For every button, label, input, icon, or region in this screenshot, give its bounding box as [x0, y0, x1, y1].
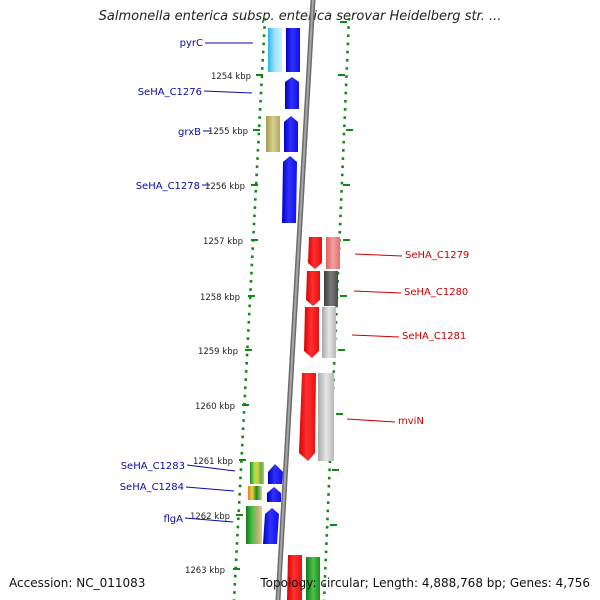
gene-arrow: [286, 28, 300, 72]
gene-label-SeHA_C1278: SeHA_C1278: [136, 181, 200, 192]
gene-label-SeHA_C1279: SeHA_C1279: [405, 250, 469, 261]
right-dotted-rail: [322, 17, 351, 600]
gene-arrow: [268, 464, 283, 484]
gene-arrow: [304, 307, 319, 358]
gene-arrow: [282, 156, 297, 223]
gene-arrow: [287, 555, 302, 600]
gene-label-flgA: flgA: [164, 514, 184, 525]
gene-block-multicolor: [250, 462, 264, 484]
gene-label-grxB: grxB: [178, 127, 201, 138]
gene-leader-lines: [184, 42, 403, 523]
kbp-label: 1255 kbp: [208, 127, 248, 137]
accession-label: Accession: NC_011083: [9, 576, 146, 590]
map-title: Salmonella enterica subsp. enterica sero…: [98, 9, 502, 24]
left-dotted-rail: [232, 17, 267, 600]
gene-block-grey: [322, 307, 336, 358]
reverse-strand-genes: [287, 237, 340, 600]
gene-block-cyan: [268, 28, 282, 72]
kbp-label: 1260 kbp: [195, 402, 235, 412]
gene-block-multicolor: [246, 506, 262, 544]
kbp-label: 1262 kbp: [190, 512, 230, 522]
gene-label-SeHA_C1283: SeHA_C1283: [121, 461, 185, 472]
gene-label-SeHA_C1276: SeHA_C1276: [138, 87, 202, 98]
gene-label-mviN: mviN: [398, 416, 424, 427]
kbp-label: 1263 kbp: [185, 566, 225, 576]
kbp-labels: 1254 kbp 1255 kbp 1256 kbp 1257 kbp 1258…: [185, 72, 251, 576]
gene-labels-forward: pyrC SeHA_C1276 grxB SeHA_C1278 SeHA_C12…: [120, 38, 203, 525]
gene-arrow: [299, 373, 316, 461]
gene-block-dark: [324, 271, 338, 306]
gene-block-multicolor: [248, 486, 262, 500]
kbp-label: 1258 kbp: [200, 293, 240, 303]
gene-block-pink: [326, 237, 340, 269]
kbp-label: 1259 kbp: [198, 347, 238, 357]
kbp-label: 1256 kbp: [205, 182, 245, 192]
gene-label-SeHA_C1284: SeHA_C1284: [120, 482, 184, 493]
gene-arrow: [284, 116, 298, 152]
kbp-label: 1254 kbp: [211, 72, 251, 82]
gene-block-olive: [266, 116, 280, 152]
gene-arrow: [263, 508, 279, 544]
gene-block-green: [306, 557, 320, 600]
kbp-label: 1257 kbp: [203, 237, 243, 247]
gene-arrow: [306, 271, 320, 306]
gene-block-grey: [318, 373, 334, 461]
topology-label: Topology: circular; Length: 4,888,768 bp…: [260, 576, 590, 590]
genome-backbone: [275, 0, 316, 600]
gene-arrow: [285, 77, 299, 109]
scale-ticks: [233, 21, 353, 570]
gene-labels-reverse: SeHA_C1279 SeHA_C1280 SeHA_C1281 mviN: [398, 250, 469, 427]
forward-strand-genes: [246, 28, 300, 544]
gene-label-SeHA_C1280: SeHA_C1280: [404, 287, 468, 298]
gene-arrow: [267, 487, 281, 502]
gene-label-SeHA_C1281: SeHA_C1281: [402, 331, 466, 342]
gene-label-pyrC: pyrC: [180, 38, 203, 49]
gene-arrow: [308, 237, 322, 269]
kbp-label: 1261 kbp: [193, 457, 233, 467]
